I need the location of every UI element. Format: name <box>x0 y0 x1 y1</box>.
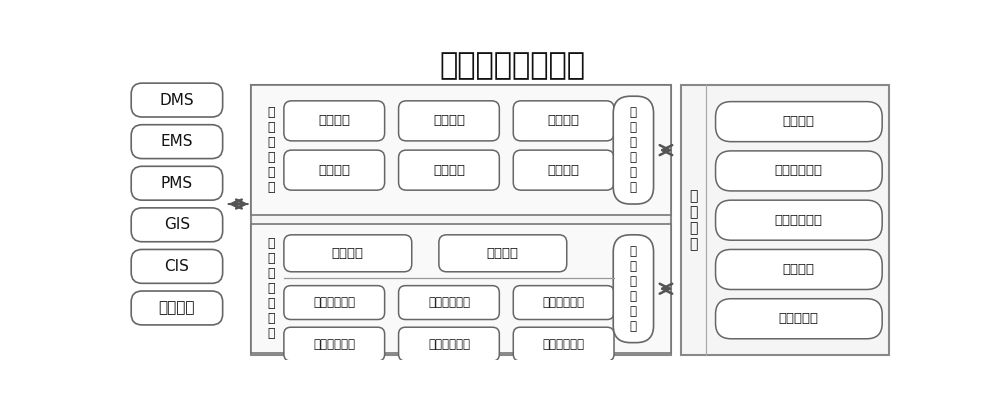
Text: 服
务
管
理
接
口: 服 务 管 理 接 口 <box>630 106 637 194</box>
FancyBboxPatch shape <box>513 286 614 320</box>
Text: 用户用电信息: 用户用电信息 <box>313 338 355 351</box>
Text: 用户档案信息: 用户档案信息 <box>543 338 585 351</box>
Text: 设备台帐信息: 设备台帐信息 <box>543 296 585 309</box>
Text: 组织管理: 组织管理 <box>318 164 350 177</box>
FancyBboxPatch shape <box>716 299 882 339</box>
FancyBboxPatch shape <box>284 101 385 141</box>
Bar <box>681 85 889 355</box>
Text: 线损管理: 线损管理 <box>783 263 815 276</box>
FancyBboxPatch shape <box>284 150 385 190</box>
Text: 台区运行监视: 台区运行监视 <box>775 164 823 177</box>
Bar <box>251 85 671 215</box>
FancyBboxPatch shape <box>399 150 499 190</box>
Text: 线路运行监视: 线路运行监视 <box>775 214 823 227</box>
Text: 应
用
中
心: 应 用 中 心 <box>690 189 698 251</box>
Text: 统
一
访
问
接
口: 统 一 访 问 接 口 <box>630 245 637 333</box>
Text: 配网模型信息: 配网模型信息 <box>428 296 470 309</box>
Text: EMS: EMS <box>161 134 193 149</box>
Text: 数据校验: 数据校验 <box>332 247 364 260</box>
Text: 用采系统: 用采系统 <box>159 301 195 316</box>
Text: 精益调度: 精益调度 <box>783 115 815 128</box>
Text: 配网运行信息: 配网运行信息 <box>313 296 355 309</box>
FancyBboxPatch shape <box>131 249 223 283</box>
Text: 配电网运检驾驶舱: 配电网运检驾驶舱 <box>440 51 586 80</box>
Text: PMS: PMS <box>161 176 193 191</box>
FancyBboxPatch shape <box>131 125 223 159</box>
FancyBboxPatch shape <box>439 235 567 272</box>
FancyBboxPatch shape <box>513 101 614 141</box>
Text: 低电压管理: 低电压管理 <box>779 312 819 325</box>
Text: 准
实
时
数
据
中
心: 准 实 时 数 据 中 心 <box>267 237 274 340</box>
FancyBboxPatch shape <box>399 327 499 361</box>
FancyBboxPatch shape <box>716 102 882 142</box>
FancyBboxPatch shape <box>131 291 223 325</box>
Text: GIS: GIS <box>164 217 190 232</box>
FancyBboxPatch shape <box>513 327 614 361</box>
Bar <box>251 224 671 354</box>
Text: 统一模型: 统一模型 <box>487 247 519 260</box>
FancyBboxPatch shape <box>284 327 385 361</box>
FancyBboxPatch shape <box>716 200 882 240</box>
FancyBboxPatch shape <box>399 101 499 141</box>
Text: 配置管理: 配置管理 <box>548 114 580 127</box>
FancyBboxPatch shape <box>716 249 882 290</box>
FancyBboxPatch shape <box>399 286 499 320</box>
Bar <box>251 85 671 355</box>
FancyBboxPatch shape <box>284 286 385 320</box>
FancyBboxPatch shape <box>613 235 654 343</box>
FancyBboxPatch shape <box>716 151 882 191</box>
Text: 日志管理: 日志管理 <box>433 114 465 127</box>
FancyBboxPatch shape <box>513 150 614 190</box>
Text: 服务管理: 服务管理 <box>318 114 350 127</box>
FancyBboxPatch shape <box>284 235 412 272</box>
Text: DMS: DMS <box>160 93 194 107</box>
Text: CIS: CIS <box>164 259 189 274</box>
Text: 权限管理: 权限管理 <box>548 164 580 177</box>
Text: 设备地理信息: 设备地理信息 <box>428 338 470 351</box>
Text: 角色管理: 角色管理 <box>433 164 465 177</box>
FancyBboxPatch shape <box>131 208 223 242</box>
FancyBboxPatch shape <box>131 166 223 200</box>
FancyBboxPatch shape <box>613 96 654 204</box>
Text: 服
务
管
理
中
心: 服 务 管 理 中 心 <box>267 106 274 194</box>
FancyBboxPatch shape <box>131 83 223 117</box>
